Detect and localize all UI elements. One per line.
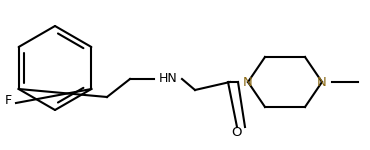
- Text: O: O: [232, 126, 242, 140]
- Text: N: N: [243, 75, 253, 88]
- Text: HN: HN: [159, 72, 177, 86]
- Text: F: F: [4, 93, 11, 106]
- Text: N: N: [317, 75, 327, 88]
